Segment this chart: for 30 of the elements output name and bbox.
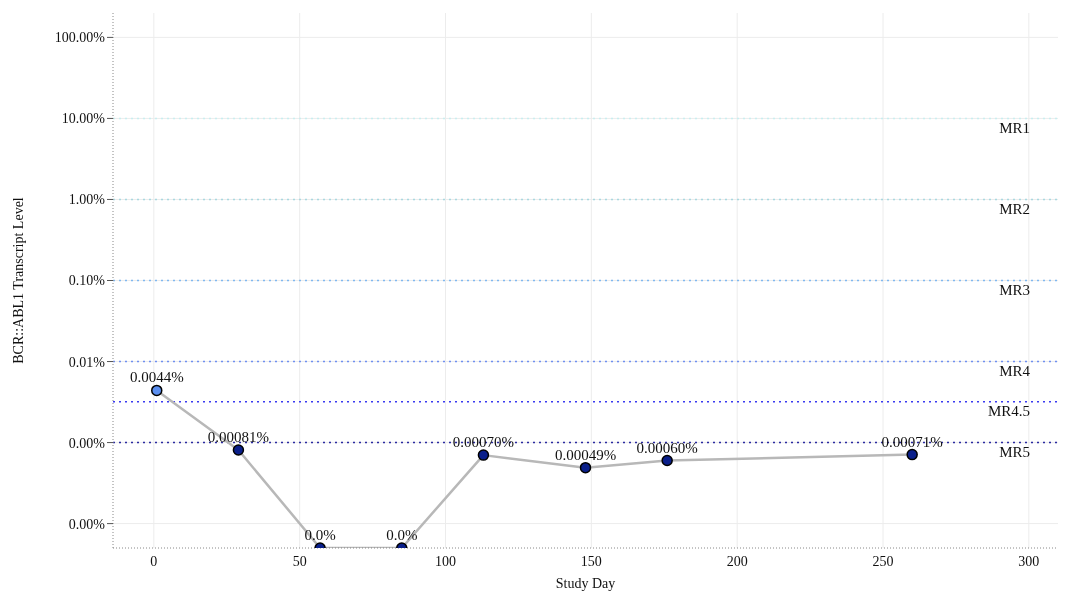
data-label: 0.0044% — [129, 369, 184, 386]
y-tick-label: 0.01% — [68, 354, 106, 370]
ref-line-label: MR3 — [999, 282, 1030, 299]
ref-line-label: MR1 — [999, 120, 1030, 137]
ref-line-label: MR4.5 — [987, 403, 1030, 420]
x-tick-label: 0 — [150, 553, 158, 569]
data-label: 0.00081% — [207, 428, 270, 445]
y-tick-label: 0.00% — [68, 516, 106, 532]
data-label: 0.0% — [304, 527, 336, 543]
data-label: 0.00071% — [881, 433, 943, 450]
x-tick-label: 100 — [435, 553, 456, 569]
data-label: 0.00049% — [554, 446, 617, 463]
y-axis-title: BCR::ABL1 Transcript Level — [10, 197, 26, 364]
y-tick-label: 0.10% — [68, 273, 106, 289]
x-tick-label: 200 — [726, 553, 748, 569]
y-tick-label: 0.00% — [68, 435, 106, 451]
x-axis-title: Study Day — [555, 576, 616, 591]
data-label: 0.0% — [386, 527, 418, 543]
ref-line-label: MR5 — [999, 444, 1030, 461]
x-tick-label: 50 — [292, 553, 307, 569]
y-tick-label: 1.00% — [68, 192, 106, 208]
ref-line-label: MR4 — [999, 363, 1031, 380]
data-label: 0.00070% — [452, 434, 515, 451]
x-tick-label: 300 — [1018, 553, 1040, 569]
x-tick-label: 150 — [580, 553, 602, 569]
y-tick-label: 10.00% — [61, 111, 106, 127]
x-tick-label: 250 — [872, 553, 894, 569]
y-tick-label: 100.00% — [54, 30, 106, 46]
data-label: 0.00060% — [636, 439, 698, 456]
ref-line-label: MR2 — [999, 201, 1030, 218]
